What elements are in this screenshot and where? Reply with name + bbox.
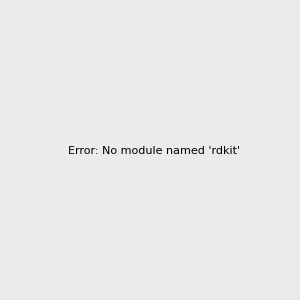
Text: Error: No module named 'rdkit': Error: No module named 'rdkit': [68, 146, 240, 157]
